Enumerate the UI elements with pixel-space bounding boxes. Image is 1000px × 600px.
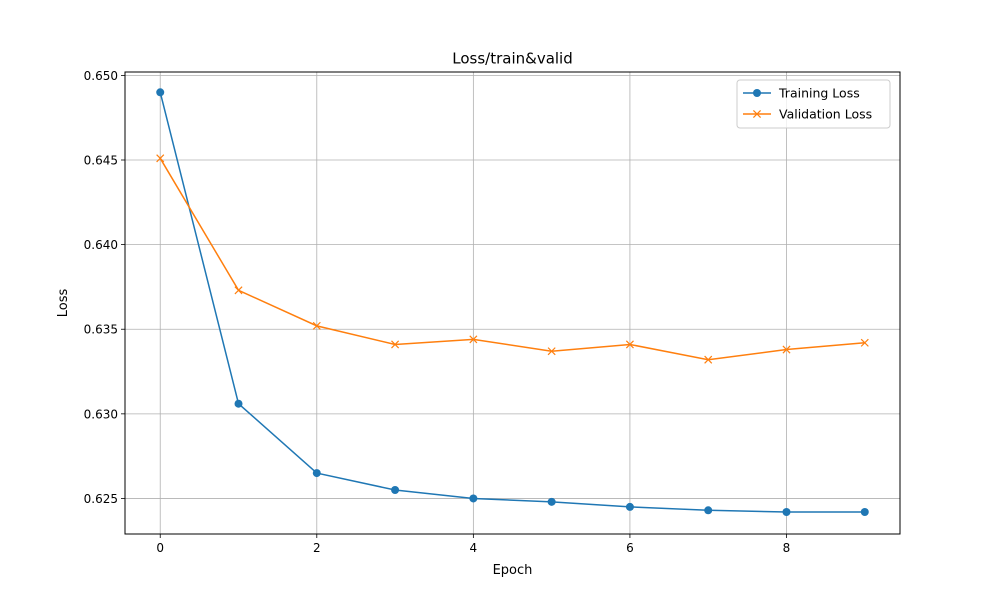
legend-label: Training Loss: [778, 86, 860, 101]
plot-frame: [124, 71, 901, 535]
validation-loss-point: [752, 109, 762, 119]
y-tick-label: 0.640: [84, 238, 118, 252]
legend: Training Loss Validation Loss: [736, 79, 891, 129]
training-loss-point: [547, 497, 556, 506]
x-tick-label: 2: [313, 541, 321, 555]
x-tick-label: 6: [626, 541, 634, 555]
validation-loss-point: [782, 345, 791, 354]
training-loss-line: [159, 92, 865, 513]
x-tick-label: 8: [783, 541, 791, 555]
y-tick-label: 0.630: [84, 407, 118, 421]
y-tick-label: 0.635: [84, 323, 118, 337]
x-axis-label: Epoch: [493, 563, 533, 578]
training-loss-point: [704, 506, 713, 515]
x-tick-label: 4: [470, 541, 478, 555]
validation-loss-point: [469, 335, 478, 344]
training-loss-point: [234, 399, 243, 408]
training-loss-point: [860, 508, 869, 516]
y-tick-label: 0.645: [84, 154, 118, 168]
legend-entry-training-loss: Training Loss: [743, 86, 860, 101]
legend-entry-validation-loss: Validation Loss: [743, 107, 872, 122]
validation-loss-point: [625, 340, 634, 349]
grid-layer: [125, 72, 900, 534]
legend-box: [736, 79, 891, 129]
validation-loss-point: [391, 340, 400, 349]
validation-loss-series: [156, 154, 869, 364]
y-tick-label: 0.650: [84, 69, 118, 83]
legend-label: Validation Loss: [779, 107, 872, 122]
validation-loss-line: [159, 157, 865, 361]
training-loss-point: [312, 469, 321, 478]
series-layer: [156, 88, 869, 516]
training-loss-point: [156, 88, 165, 97]
validation-loss-point: [156, 154, 165, 163]
training-loss-point: [782, 508, 791, 516]
validation-loss-point: [312, 321, 321, 330]
training-loss-point: [625, 502, 634, 511]
validation-loss-point: [860, 338, 869, 347]
validation-loss-point: [547, 347, 556, 356]
training-loss-point: [469, 494, 478, 503]
training-loss-point: [753, 89, 761, 97]
validation-loss-point: [704, 355, 713, 364]
training-loss-point: [391, 486, 400, 494]
chart-title: Loss/train&valid: [452, 50, 573, 68]
tick-layer: 0 2 4 6 8 0.625 0.630 0.635 0.640 0.645 0.650: [84, 69, 791, 555]
training-loss-series: [156, 88, 869, 516]
validation-loss-point: [234, 286, 243, 295]
y-tick-label: 0.625: [84, 492, 118, 506]
x-tick-label: 0: [156, 541, 164, 555]
y-axis-label: Loss: [56, 289, 71, 318]
